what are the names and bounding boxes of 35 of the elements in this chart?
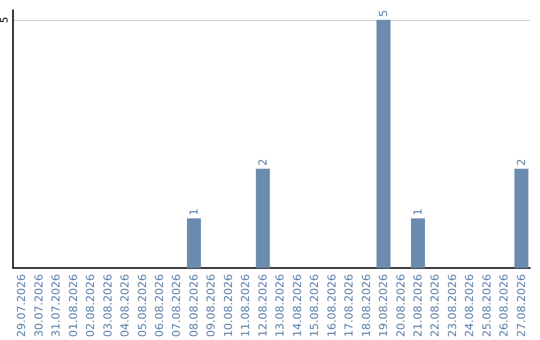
x-tick-label: 17.08.2026 (342, 274, 356, 338)
x-tick-label: 07.08.2026 (170, 274, 184, 338)
x-tick-label: 25.08.2026 (480, 274, 494, 338)
x-tick-label: 02.08.2026 (84, 274, 98, 338)
x-tick-label: 01.08.2026 (66, 274, 80, 338)
x-tick-label: 12.08.2026 (256, 274, 270, 338)
x-tick-label: 11.08.2026 (239, 274, 252, 338)
data-label: 2 (514, 158, 528, 166)
data-label: 5 (377, 10, 390, 17)
x-tick-label: 05.08.2026 (136, 274, 149, 338)
x-tick-label: 24.08.2026 (463, 274, 476, 338)
x-tick-label: 26.08.2026 (498, 274, 511, 338)
x-tick-label: 23.08.2026 (446, 274, 459, 338)
x-tick-label: 18.08.2026 (360, 274, 373, 338)
x-tick-label: 10.08.2026 (222, 274, 235, 338)
x-tick-label: 29.07.2026 (15, 274, 28, 338)
data-label: 1 (187, 208, 200, 216)
x-tick-label: 08.08.2026 (187, 274, 200, 338)
x-tick-label: 14.08.2026 (290, 274, 304, 338)
data-label: 2 (256, 158, 270, 166)
x-tick-label: 22.08.2026 (428, 274, 442, 338)
x-tick-label: 21.08.2026 (411, 274, 424, 338)
x-tick-label: 19.08.2026 (377, 274, 390, 338)
x-tick-label: 13.08.2026 (274, 274, 287, 338)
x-tick-label: 30.07.2026 (32, 274, 46, 338)
x-tick-label: 16.08.2026 (325, 274, 338, 338)
x-tick-label: 15.08.2026 (308, 274, 322, 338)
x-tick-label: 06.08.2026 (152, 274, 166, 338)
x-tick-label: 20.08.2026 (394, 274, 408, 338)
x-tick-label: 03.08.2026 (101, 274, 114, 338)
x-tick-label: 27.08.2026 (514, 274, 528, 338)
x-tick-label: 09.08.2026 (204, 274, 218, 338)
x-tick-label: 31.07.2026 (50, 274, 63, 338)
data-label: 1 (411, 208, 424, 216)
x-tick-label: 04.08.2026 (118, 274, 132, 338)
